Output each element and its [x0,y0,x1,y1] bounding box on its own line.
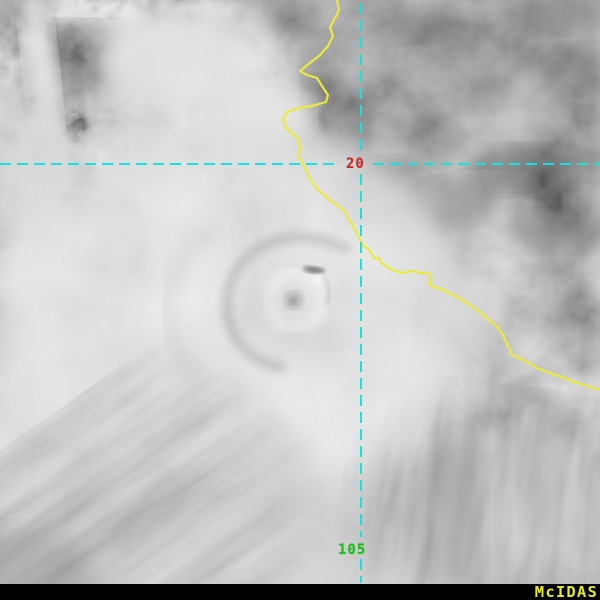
mcidas-brand: McIDAS [534,584,598,600]
coastline-overlay [281,0,600,392]
longitude-label: 105 [338,542,367,558]
latitude-label: 20 [346,156,365,172]
status-bar: 1 0001 GOES-17 1 27 JUN 21178 194032 075… [0,584,600,600]
